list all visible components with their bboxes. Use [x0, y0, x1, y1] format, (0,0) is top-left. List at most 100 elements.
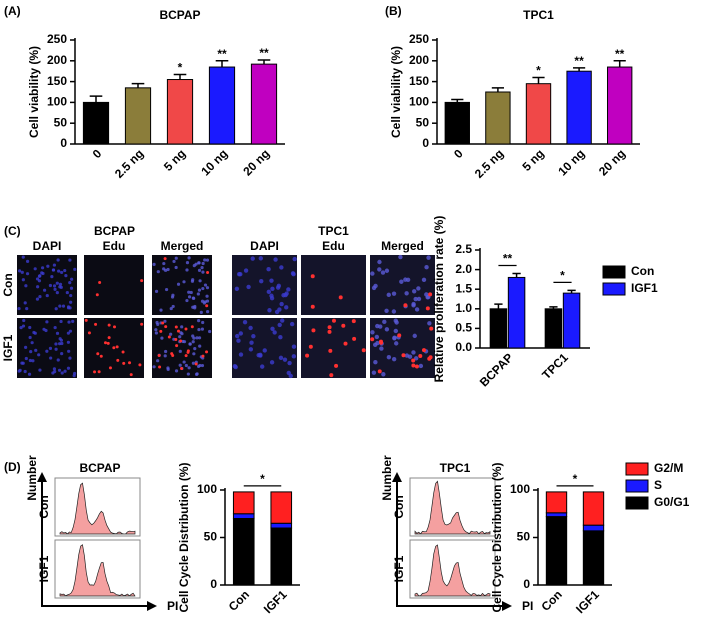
bar: [562, 292, 581, 349]
cell-nucleus: [23, 301, 27, 305]
edu-cell: [175, 344, 179, 348]
error-bar: [215, 60, 229, 68]
edu-cell: [379, 340, 384, 345]
edu-cell: [334, 363, 339, 368]
cell-nucleus: [164, 287, 169, 292]
cell-nucleus: [236, 338, 241, 343]
cell-nucleus: [35, 277, 40, 281]
edu-cell: [429, 326, 434, 331]
cell-nucleus: [48, 346, 53, 350]
edu-cell: [116, 358, 120, 362]
bar: [444, 101, 470, 145]
cell-nucleus: [52, 263, 57, 267]
cell-nucleus: [377, 267, 382, 272]
cell-nucleus: [60, 352, 64, 356]
cell-nucleus: [53, 287, 57, 291]
edu-cell: [179, 339, 183, 343]
bar: [544, 308, 563, 349]
edu-cell: [184, 327, 188, 331]
cell-nucleus: [166, 367, 170, 371]
y-tick-label: 200: [47, 53, 67, 67]
cell-nucleus: [243, 268, 249, 273]
edu-cell: [397, 333, 402, 338]
x-tick-label: 20 ng: [596, 146, 628, 178]
cell-nucleus: [65, 290, 69, 295]
edu-cell: [328, 348, 333, 353]
cell-nucleus: [384, 268, 390, 273]
y-tick-label: 1.0: [455, 301, 472, 315]
legend-swatch: [602, 265, 626, 279]
x-tick-label: 2.5 ng: [112, 146, 146, 180]
cell-nucleus: [31, 359, 35, 363]
cell-nucleus: [36, 285, 40, 289]
cell-nucleus: [205, 286, 210, 290]
cell-nucleus: [185, 261, 190, 265]
edu-cell: [327, 325, 332, 330]
cell-nucleus: [156, 322, 160, 327]
error-bar: [613, 60, 626, 68]
cell-nucleus: [201, 286, 205, 291]
flow-histogram: [59, 544, 136, 597]
cell-nucleus: [162, 267, 166, 271]
significance: *: [178, 61, 183, 75]
cell-nucleus: [193, 347, 197, 351]
cell-nucleus: [206, 310, 210, 314]
cell-nucleus: [171, 304, 175, 309]
cell-nucleus: [174, 369, 179, 373]
cell-nucleus: [60, 270, 64, 275]
edu-cell: [311, 328, 316, 333]
cell-nucleus: [68, 258, 72, 262]
edu-cell: [305, 353, 310, 358]
flow-row-label: IGF1: [392, 555, 406, 582]
cell-nucleus: [187, 366, 191, 370]
error-bar: [491, 87, 504, 92]
legend-swatch: [625, 462, 649, 476]
cell-nucleus: [58, 342, 62, 346]
panel-label: (D): [4, 460, 21, 474]
cell-nucleus: [370, 271, 375, 276]
cell-nucleus: [279, 301, 284, 307]
cell-nucleus: [20, 270, 24, 274]
y-tick-label: 0: [523, 577, 530, 591]
cell-nucleus: [291, 272, 296, 277]
edu-cell: [186, 350, 190, 354]
cell-nucleus: [58, 282, 63, 287]
cell-nucleus: [45, 320, 49, 324]
cell-nucleus: [192, 264, 196, 268]
cell-nucleus: [186, 372, 190, 376]
image-column-label: DAPI: [33, 239, 62, 253]
cell-nucleus: [24, 345, 28, 349]
cell-nucleus: [152, 365, 156, 369]
legend-label: S: [654, 478, 662, 492]
edu-cell: [95, 293, 99, 297]
bar: [489, 308, 508, 349]
cell-nucleus: [371, 370, 377, 375]
cell-nucleus: [187, 290, 191, 294]
cell-nucleus: [201, 261, 205, 266]
cell-nucleus: [200, 327, 204, 331]
cell-nucleus: [197, 336, 202, 340]
cell-nucleus: [273, 257, 278, 262]
y-tick-label: 2.0: [455, 262, 472, 276]
edu-cell: [425, 306, 430, 311]
cell-nucleus: [28, 358, 32, 363]
cell-nucleus: [377, 259, 382, 265]
y-axis-label: Cell viability (%): [389, 46, 403, 138]
error-bar: [573, 67, 586, 72]
edu-cell: [352, 336, 357, 341]
significance: *: [536, 64, 541, 78]
cell-nucleus: [69, 293, 73, 298]
cell-nucleus: [203, 258, 207, 262]
cell-nucleus: [59, 285, 63, 289]
cell-nucleus: [21, 278, 25, 282]
edu-cell: [112, 325, 116, 329]
panel-label: (B): [385, 4, 402, 18]
edu-cell: [201, 354, 205, 358]
cell-nucleus: [176, 282, 181, 286]
flow-title: TPC1: [440, 461, 471, 475]
cell-nucleus: [200, 299, 205, 303]
edu-cell: [428, 292, 433, 297]
cell-nucleus: [234, 286, 240, 291]
edu-cell: [161, 321, 165, 325]
